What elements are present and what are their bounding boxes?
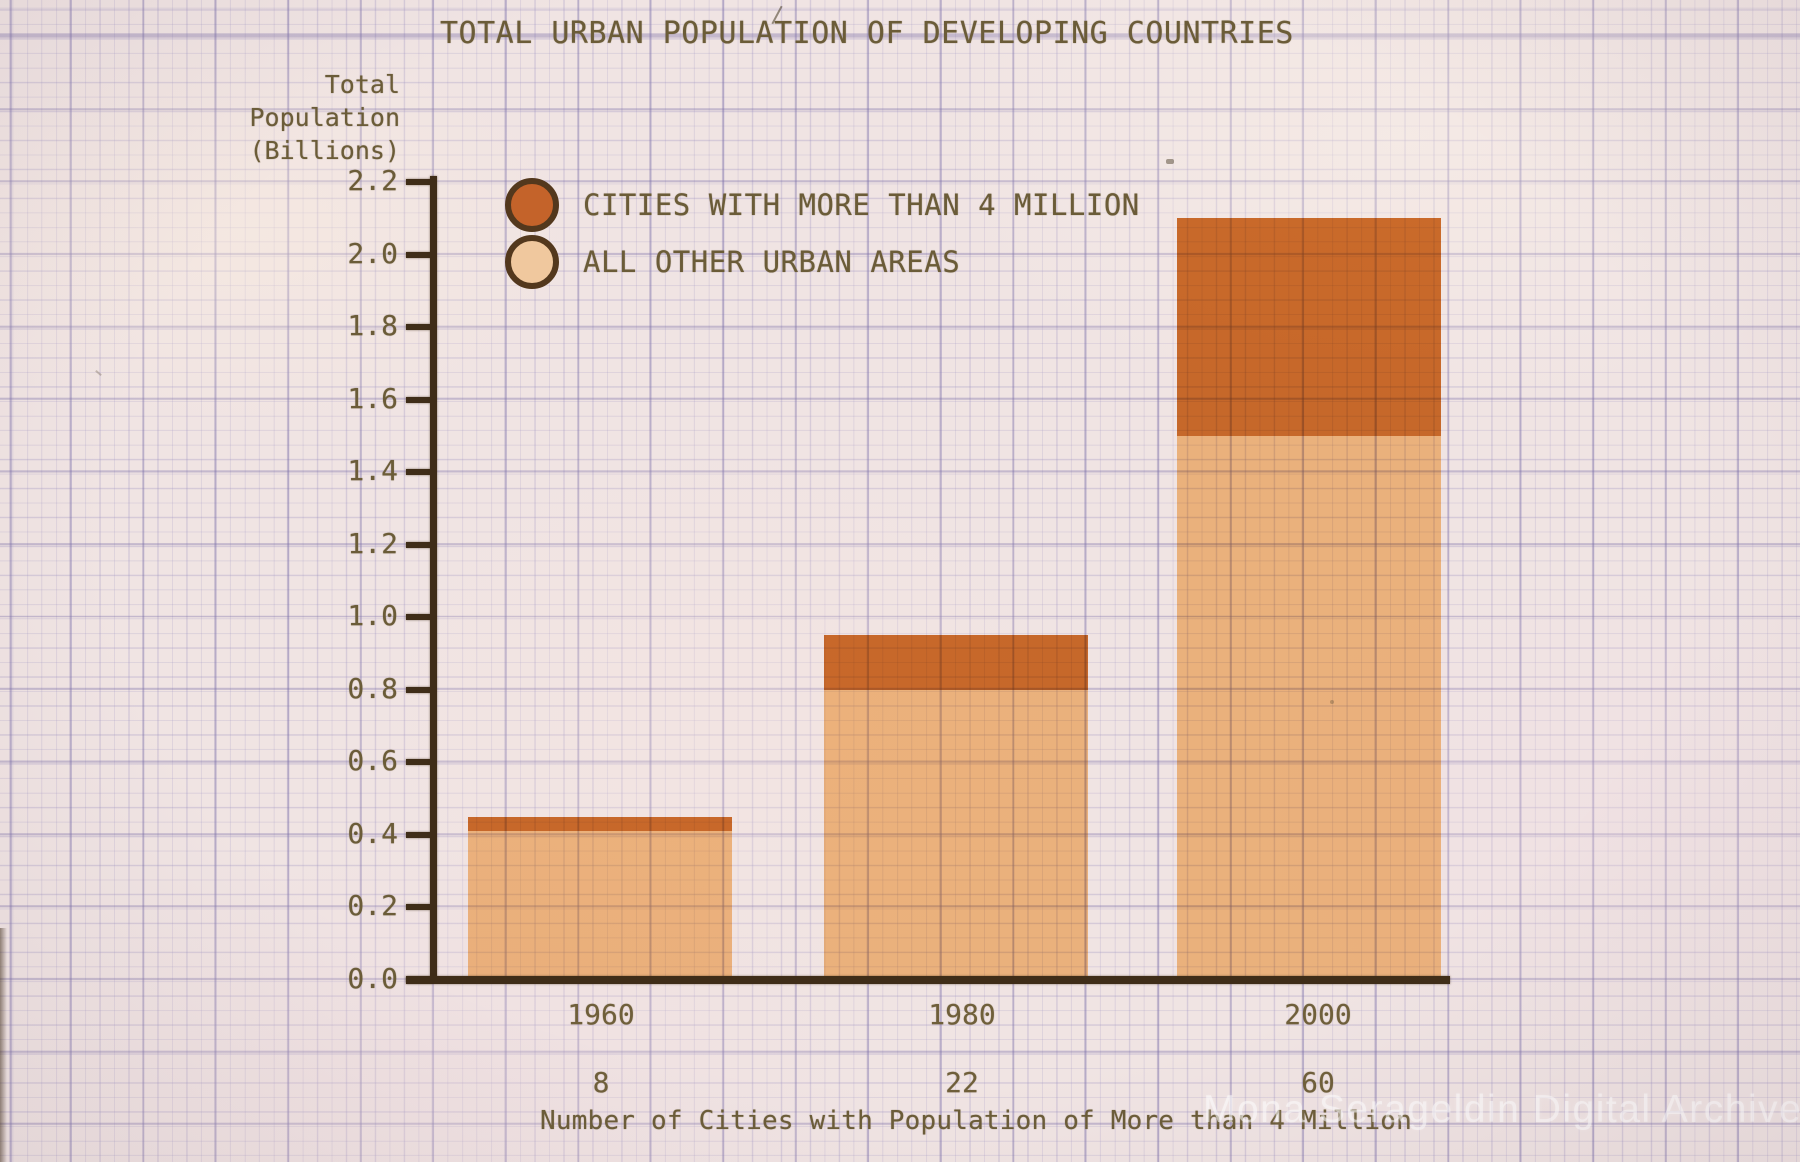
y-tick-label: 1.2 [347,526,398,560]
bar-segment-other-urban [468,831,732,980]
legend-swatch-cities-over-4m-icon [505,178,559,232]
legend: CITIES WITH MORE THAN 4 MILLION ALL OTHE… [505,177,1140,291]
y-tick-mark [406,324,432,331]
y-tick-label: 0.6 [347,744,398,778]
y-tick-label: 1.4 [347,454,398,488]
chart-title: TOTAL URBAN POPULATION OF DEVELOPING COU… [440,16,1294,51]
bar-segment-cities-over-4m [824,635,1088,690]
y-tick-mark [406,904,432,911]
y-tick-mark [406,686,432,693]
y-axis-title-line-1: Total [324,70,400,99]
legend-label-cities-over-4m: CITIES WITH MORE THAN 4 MILLION [583,188,1140,222]
y-tick-mark [406,469,432,476]
x-axis-year-label: 1980 [928,998,996,1031]
bar-segment-other-urban [1177,435,1441,980]
y-tick-label: 2.2 [347,163,398,197]
y-tick-mark [406,759,432,766]
dust-speck [95,369,102,377]
y-tick-label: 0.2 [347,889,398,923]
bar-segment-cities-over-4m [468,816,732,832]
legend-label-other-urban-areas: ALL OTHER URBAN AREAS [583,245,961,279]
watermark: Mona Serageldin Digital Archive [1203,1088,1800,1131]
y-tick-label: 2.0 [347,236,398,270]
city-count-label: 8 [592,1066,610,1099]
y-tick-mark [406,396,432,403]
legend-item-cities-over-4m: CITIES WITH MORE THAN 4 MILLION [505,177,1140,233]
bar-segment-other-urban [824,689,1088,980]
city-count-label: 22 [945,1066,979,1099]
y-tick-mark [406,614,432,621]
x-axis-year-label: 1960 [567,998,635,1031]
legend-item-other-urban-areas: ALL OTHER URBAN AREAS [505,234,1140,290]
y-tick-label: 0.8 [347,671,398,705]
y-axis-title: Total Population (Billions) [150,68,400,167]
legend-swatch-other-urban-areas-icon [505,235,559,289]
y-tick-label: 0.0 [347,962,398,995]
y-tick-mark [406,178,432,185]
dust-speck [1166,159,1174,164]
y-axis-title-line-2: Population [249,103,400,132]
y-tick-label: 1.8 [347,309,398,343]
y-tick-label: 0.4 [347,816,398,850]
y-axis-title-line-3: (Billions) [249,136,400,165]
y-tick-mark [406,831,432,838]
x-axis-line [406,976,1450,984]
y-tick-label: 1.6 [347,381,398,415]
x-axis-caption: Number of Cities with Population of More… [540,1106,1412,1136]
y-tick-mark [406,251,432,258]
y-axis-line [430,176,437,982]
slide-edge-shadow [0,928,7,1162]
y-tick-mark [406,541,432,548]
x-axis-year-label: 2000 [1284,998,1352,1031]
y-tick-label: 1.0 [347,599,398,633]
bar-segment-cities-over-4m [1177,218,1441,436]
city-count-label: 60 [1301,1066,1335,1099]
